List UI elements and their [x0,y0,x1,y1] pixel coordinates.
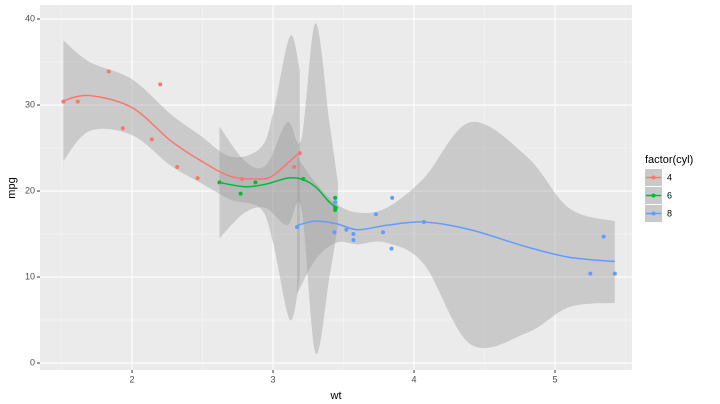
x-tick-label: 5 [553,374,558,384]
point [373,212,378,217]
confidence-band [219,23,338,355]
y-tick-label: 20 [25,185,35,195]
point [333,200,338,205]
point [75,99,80,104]
legend-point [651,211,656,216]
smooth-line [296,220,615,263]
point [253,180,258,185]
x-tick-label: 3 [271,374,276,384]
x-axis-title: wt [330,390,342,402]
point [292,164,297,169]
point [588,271,593,276]
point [389,246,394,251]
point [149,137,154,142]
panel [40,5,632,370]
legend-label: 6 [667,190,672,200]
point [295,225,300,230]
smooth-line [63,94,301,180]
y-tick-label: 40 [25,13,35,23]
y-tick-label: 10 [25,271,35,281]
point [106,69,111,74]
point [120,126,125,131]
point [344,227,349,232]
y-tick-label: 30 [25,99,35,109]
x-tick-label: 2 [130,374,135,384]
confidence-band [297,121,615,349]
point [333,195,338,200]
point [175,164,180,169]
point [333,207,338,212]
point [612,271,617,276]
point [351,232,356,237]
point [390,195,395,200]
point [601,234,606,239]
legend-point [651,193,656,198]
legend-point [651,175,656,180]
point [158,82,163,87]
legend-title: factor(cyl) [645,154,693,166]
confidence-band [63,35,300,321]
point [238,191,243,196]
point [332,230,337,235]
legend-label: 8 [667,208,672,218]
legend-label: 4 [667,172,672,182]
x-tick-label: 4 [412,374,417,384]
y-tick-label: 0 [30,357,35,367]
point [351,238,356,243]
smooth-line [219,176,339,209]
point [381,230,386,235]
y-axis-title: mpg [6,177,18,198]
point [195,176,200,181]
